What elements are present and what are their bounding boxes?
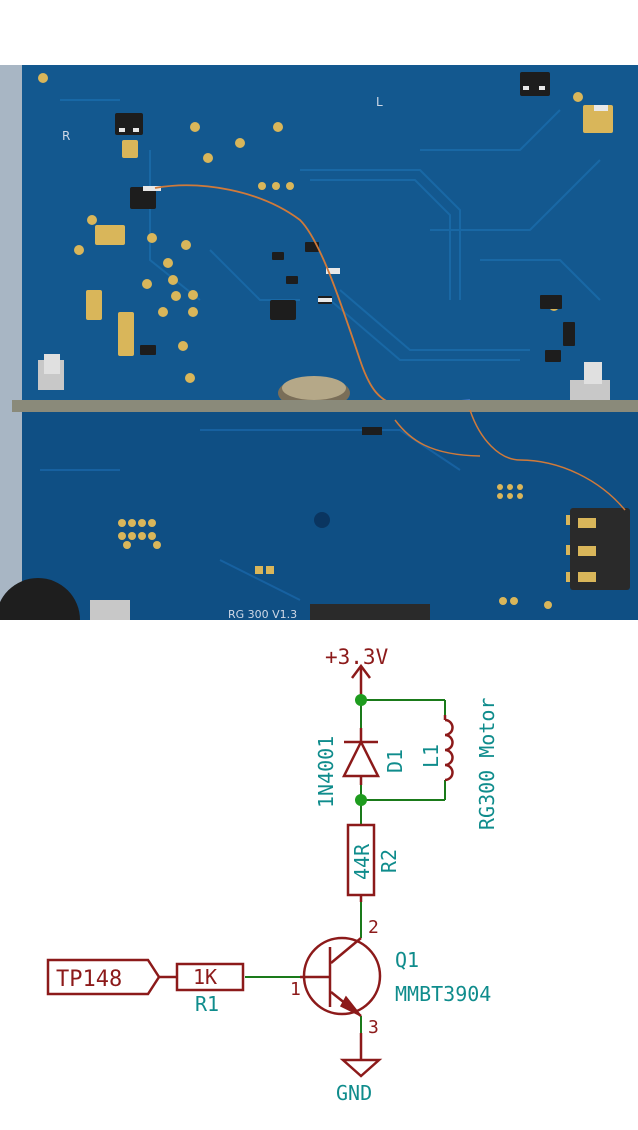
resistor-r2-ref: R2 bbox=[377, 849, 401, 873]
pin-base: 1 bbox=[290, 979, 301, 1000]
pin-collector: 2 bbox=[368, 917, 379, 938]
resistor-r1-value: 1K bbox=[193, 965, 217, 989]
junction-bottom bbox=[355, 794, 367, 806]
transistor-ref: Q1 bbox=[395, 948, 419, 972]
resistor-r1-ref: R1 bbox=[195, 992, 219, 1016]
resistor-r1 bbox=[159, 962, 245, 992]
schematic: +3.3V 1N4001 D1 L1 RG300 Motor 44R R2 bbox=[0, 620, 638, 1130]
diode-d1 bbox=[341, 728, 381, 785]
svg-text:TP148: TP148 bbox=[56, 967, 122, 992]
inductor-ref: L1 bbox=[419, 744, 443, 768]
resistor-r2 bbox=[346, 823, 376, 902]
pcb-edge bbox=[12, 400, 638, 412]
diode-ref: D1 bbox=[383, 749, 407, 773]
ground-symbol bbox=[339, 1033, 383, 1078]
inductor-value: RG300 Motor bbox=[475, 698, 499, 830]
pcb-lower-board: RG 300 V1.3 bbox=[0, 409, 638, 620]
silkscreen-l: L bbox=[376, 95, 383, 109]
pcb-upper-board: R L bbox=[22, 65, 638, 409]
resistor-r2-value: 44R bbox=[350, 843, 374, 880]
diode-value: 1N4001 bbox=[314, 736, 338, 808]
power-label: +3.3V bbox=[325, 645, 389, 669]
pin-emitter: 3 bbox=[368, 1017, 379, 1038]
input-label-tp148: TP148 bbox=[46, 958, 161, 996]
board-version-label: RG 300 V1.3 bbox=[228, 608, 297, 620]
ground-label: GND bbox=[336, 1081, 372, 1105]
inductor-l1 bbox=[443, 715, 454, 782]
junction-top bbox=[355, 694, 367, 706]
emitter-arrow bbox=[339, 995, 362, 1017]
silkscreen-r: R bbox=[62, 129, 70, 143]
pcb-photo: R L bbox=[0, 65, 638, 620]
transistor-value: MMBT3904 bbox=[395, 982, 491, 1006]
